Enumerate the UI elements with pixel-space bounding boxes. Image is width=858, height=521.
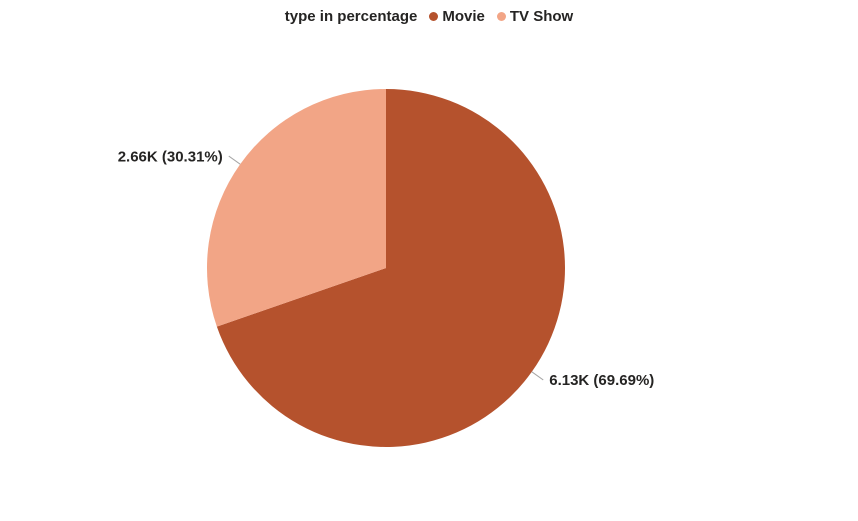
label-leader-line — [228, 155, 241, 165]
legend-label-movie: Movie — [442, 8, 485, 25]
legend-dot — [429, 12, 439, 21]
legend-dot — [496, 12, 506, 21]
legend-item-tv-show[interactable]: TV Show — [496, 8, 574, 25]
pie-slice-movie[interactable] — [216, 89, 565, 447]
legend-item-movie[interactable]: Movie — [429, 8, 485, 25]
legend-label-tv-show: TV Show — [509, 8, 574, 25]
chart-header: type in percentage Movie TV Show — [0, 8, 858, 25]
pie-slice-tv-show[interactable] — [207, 89, 386, 327]
chart-title: type in percentage — [284, 8, 418, 25]
label-leader-line — [531, 371, 544, 381]
slice-label-tv-show: 2.66K (30.31%) — [118, 148, 223, 165]
slice-label-movie: 6.13K (69.69%) — [549, 372, 654, 389]
